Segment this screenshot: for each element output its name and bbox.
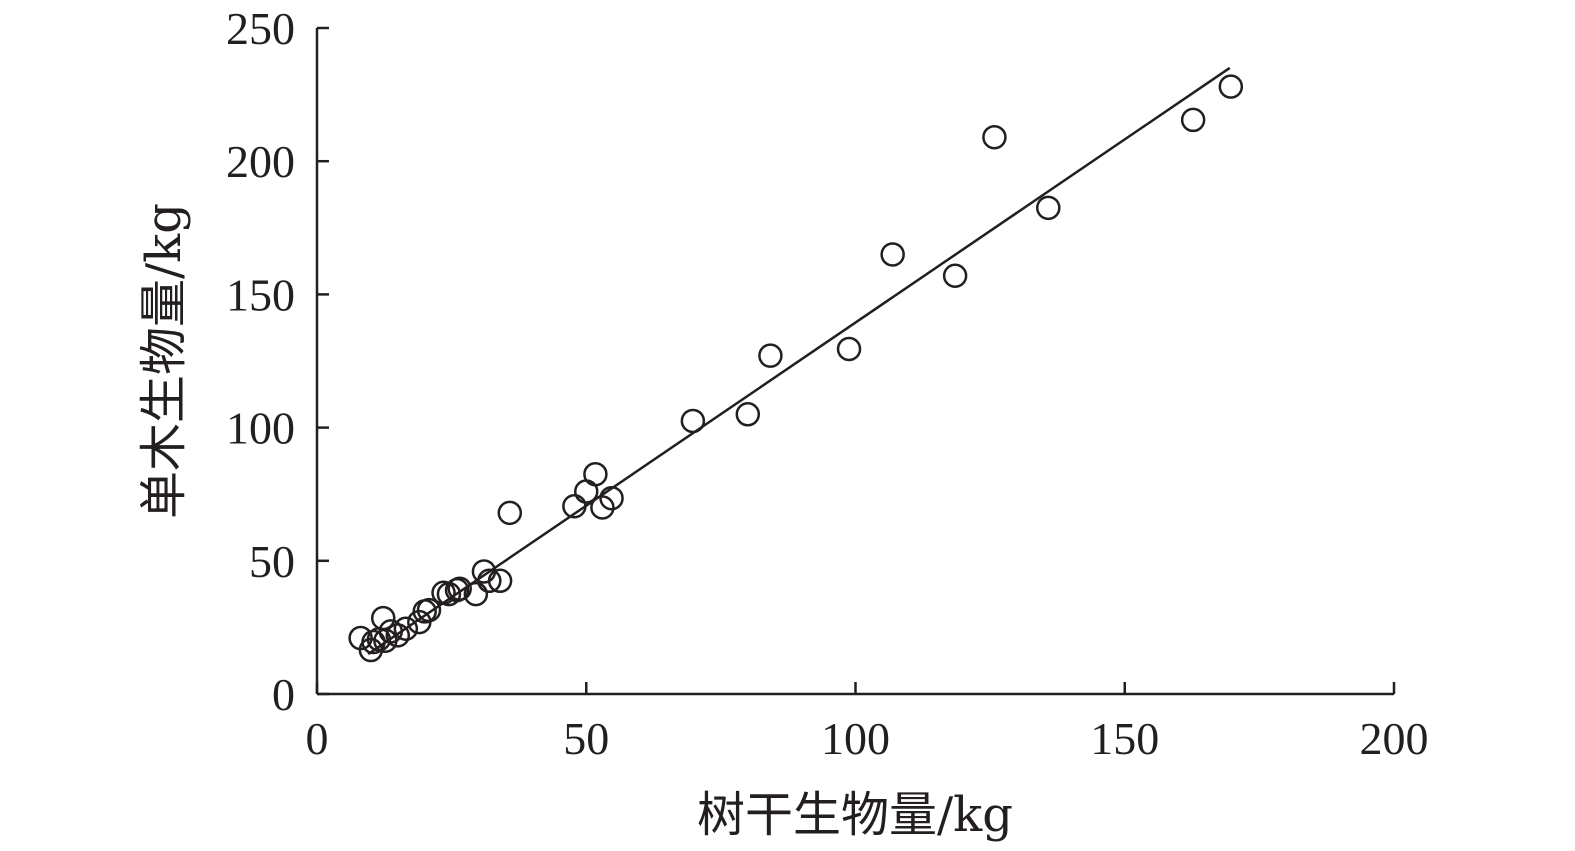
data-point	[1036, 195, 1061, 221]
y-axis-title: 单木生物量/kg	[136, 203, 192, 519]
data-point	[447, 576, 472, 602]
x-axis-title: 树干生物量/kg	[697, 787, 1013, 843]
data-point	[497, 500, 523, 526]
y-axis-ticks: 0 50 100 150 200 250	[226, 3, 329, 720]
data-point	[735, 402, 761, 427]
x-tick-label: 0	[306, 713, 329, 764]
data-point	[463, 581, 489, 607]
data-point	[680, 408, 706, 434]
y-tick-label: 200	[226, 136, 295, 187]
y-tick-label: 0	[272, 669, 295, 720]
data-point	[477, 568, 502, 594]
y-tick-label: 250	[226, 3, 295, 54]
data-point	[942, 263, 968, 289]
x-tick-label: 150	[1090, 713, 1159, 764]
data-point	[758, 343, 783, 368]
data-point	[487, 568, 513, 594]
data-point	[1180, 107, 1206, 133]
data-point	[880, 242, 905, 267]
data-point	[1218, 74, 1244, 99]
data-points	[348, 74, 1244, 663]
y-tick-label: 150	[226, 269, 295, 320]
data-point	[393, 616, 419, 641]
data-point	[416, 597, 442, 623]
data-point	[982, 124, 1007, 150]
data-point	[590, 495, 615, 520]
x-tick-label: 50	[563, 713, 609, 764]
data-point	[583, 461, 608, 487]
data-point	[562, 493, 587, 519]
x-tick-label: 100	[821, 713, 890, 764]
data-point	[599, 485, 624, 511]
data-point	[836, 336, 862, 362]
fit-line	[367, 66, 1231, 656]
y-tick-label: 50	[249, 536, 295, 587]
x-axis-ticks: 0 50 100 150 200	[306, 682, 1429, 764]
y-tick-label: 100	[226, 403, 295, 454]
data-point	[385, 623, 411, 648]
x-tick-label: 200	[1360, 713, 1429, 764]
axes: 0 50 100 150 200 0 50 100 150 200 250	[226, 3, 1429, 764]
